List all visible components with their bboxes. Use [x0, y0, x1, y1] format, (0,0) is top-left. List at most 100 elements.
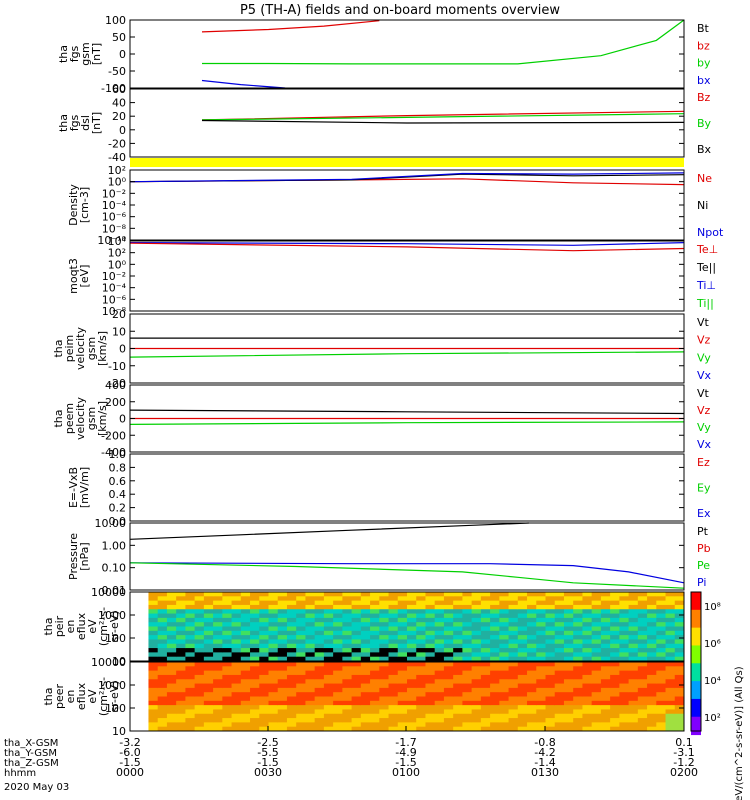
spectrogram-cell — [240, 600, 251, 606]
spectrogram-cell — [157, 626, 168, 632]
spectrogram-cell — [250, 643, 260, 649]
spectrogram-cell — [665, 630, 676, 636]
spectrogram-cell — [305, 652, 316, 658]
spectrogram-cell — [582, 700, 593, 706]
spectrogram-cell — [296, 617, 306, 623]
spectrogram-cell — [425, 639, 436, 645]
spectrogram-cell — [591, 709, 602, 715]
spectrogram-cell — [379, 709, 390, 715]
spectrogram-cell — [554, 679, 565, 685]
spectrogram-cell — [480, 609, 491, 615]
spectrogram-cell — [176, 713, 186, 719]
series-bz-line — [201, 20, 380, 33]
spectrogram-cell — [471, 662, 482, 667]
spectrogram-cell — [213, 592, 223, 597]
spectrogram-cell — [250, 679, 260, 685]
spectrogram-cell — [517, 674, 528, 680]
spectrogram-cell — [176, 696, 186, 702]
spectrogram-cell — [157, 643, 168, 649]
spectrogram-cell — [600, 705, 611, 710]
spectrogram-cell — [185, 613, 196, 619]
spectrogram-cell — [148, 609, 159, 615]
spectrogram-cell — [545, 630, 556, 636]
spectrogram-cell — [194, 604, 205, 610]
spectrogram-cell — [527, 656, 537, 662]
spectrogram-cell — [647, 687, 657, 693]
spectrogram-cell — [610, 630, 620, 636]
spectrogram-cell — [527, 592, 537, 597]
spectrogram-cell — [397, 713, 408, 719]
spectrogram-cell — [517, 705, 528, 710]
spectrogram-cell — [314, 652, 325, 658]
spectrogram-cell — [628, 609, 639, 615]
spectrogram-cell — [323, 592, 334, 597]
spectrogram-cell — [240, 718, 251, 723]
spectrogram-cell — [351, 679, 362, 685]
spectrogram-cell — [203, 687, 214, 693]
spectrogram-cell — [462, 696, 473, 702]
y-tick-label: 100 — [105, 14, 126, 27]
spectrogram-cell — [600, 643, 611, 649]
spectrogram-cell — [203, 652, 214, 658]
spectrogram-cell — [490, 652, 500, 658]
spectrogram-cell — [517, 670, 528, 676]
spectrogram-cell — [222, 687, 233, 693]
x-row-label: tha_Z-GSM — [4, 758, 59, 769]
spectrogram-cell — [453, 643, 463, 649]
y-axis-label-line: en — [64, 690, 77, 704]
spectrogram-cell — [416, 596, 426, 602]
spectrogram-cell — [591, 613, 602, 619]
spectrogram-cell — [443, 617, 454, 623]
spectrogram-cell — [388, 670, 399, 676]
spectrogram-cell — [536, 643, 546, 649]
spectrogram-cell — [536, 666, 546, 672]
spectrogram-cell — [536, 687, 546, 693]
spectrogram-cell — [250, 609, 260, 615]
spectrogram-cell — [370, 687, 380, 693]
spectrogram-cell — [416, 687, 426, 693]
spectrogram-cell — [166, 656, 177, 662]
spectrogram-cell — [563, 662, 574, 667]
spectrogram-cell — [342, 604, 353, 610]
spectrogram-cell — [397, 722, 408, 728]
spectrogram-cell — [379, 652, 390, 658]
x-tick-label: -3.1 — [673, 746, 694, 759]
y-axis-label-line: Density — [67, 184, 80, 226]
spectrogram-cell — [656, 666, 667, 672]
spectrogram-cell — [619, 726, 630, 732]
spectrogram-cell — [333, 626, 343, 632]
spectrogram-cell — [203, 722, 214, 728]
spectrogram-cell — [527, 674, 537, 680]
spectrogram-cell — [425, 713, 436, 719]
spectrogram-cell — [203, 604, 214, 610]
spectrogram-cell — [554, 613, 565, 619]
spectrogram-cell — [166, 679, 177, 685]
spectrogram-cell — [665, 617, 676, 623]
y-axis-label: moqt3[eV] — [67, 258, 91, 294]
spectrogram-cell — [213, 635, 223, 640]
spectrogram-cell — [545, 613, 556, 619]
spectrogram-cell — [407, 687, 417, 693]
spectrogram-cell — [499, 609, 510, 615]
spectrogram-cell — [397, 600, 408, 606]
spectrogram-cell — [647, 705, 657, 710]
spectrogram-cell — [323, 700, 334, 706]
spectrogram-cell — [250, 705, 260, 710]
y-tick-label: 10⁻² — [102, 187, 126, 200]
spectrogram-cell — [268, 613, 279, 619]
spectrogram-cell — [508, 648, 519, 653]
spectrogram-cell — [674, 639, 685, 645]
spectrogram-cell — [416, 643, 426, 649]
spectrogram-cell — [222, 726, 233, 732]
spectrogram-cell — [166, 592, 177, 597]
spectrogram-cell — [628, 696, 639, 702]
spectrogram-cell — [323, 670, 334, 676]
spectrogram-cell — [647, 679, 657, 685]
spectrogram-cell — [573, 613, 583, 619]
spectrogram-cell — [637, 596, 648, 602]
spectrogram-cell — [425, 630, 436, 636]
spectrogram-cell — [222, 674, 233, 680]
spectrogram-cell — [351, 696, 362, 702]
spectrogram-cell — [213, 609, 223, 615]
spectrogram-cell — [222, 683, 233, 689]
